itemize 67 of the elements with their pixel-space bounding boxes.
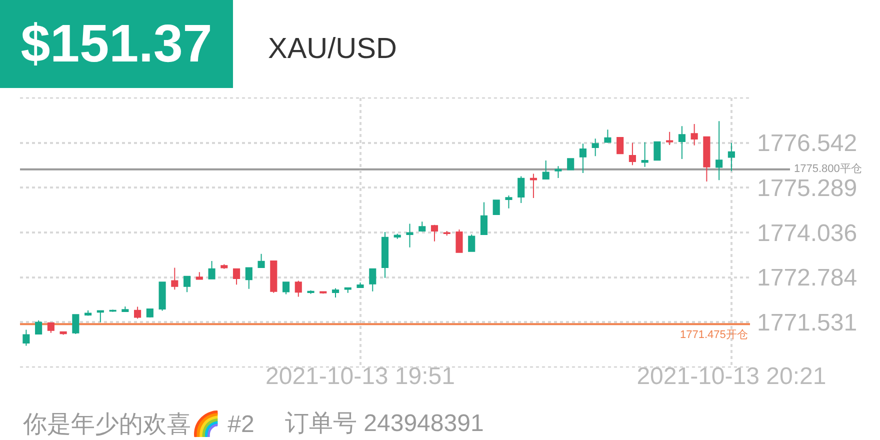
candlestick [394,233,401,240]
candlestick [604,129,612,144]
candlestick [716,120,723,181]
candlestick [406,223,414,248]
candlestick [678,126,686,160]
candlestick [628,142,636,166]
candlestick [282,282,290,295]
candlestick [654,141,661,161]
candlestick [72,314,80,335]
candlestick [344,286,352,294]
candlestick [443,230,450,236]
candlestick [456,229,463,253]
candlestick [47,322,54,334]
candlestick [307,290,314,294]
candlestick [258,253,265,268]
candlestick [134,306,142,320]
text: 你是年少的欢喜🌈 #2 [22,409,254,438]
candlestick [592,138,599,157]
candlestick [703,136,710,182]
candlestick [381,232,389,278]
candlestick [492,200,500,215]
text: 订单号 243948391 [285,410,484,437]
candlestick [196,272,203,280]
candlestick [579,143,586,174]
y-tick-label: 1774.036 [757,220,858,247]
text: $151.37 [20,14,212,74]
candlestick [480,202,488,236]
candlestick [294,280,302,298]
y-tick-label: 1772.784 [757,264,858,292]
candlestick [245,267,252,290]
ref-line-label: 1775.800平仓 [794,163,862,175]
candlestick [418,221,426,232]
candlestick [146,308,154,318]
candlestick [567,158,574,170]
chart-title: XAU/USD [268,33,397,66]
x-tick-label: 2021-10-13 19:51 [266,363,455,390]
candlestick [518,176,525,204]
candlestick [369,268,376,292]
candlestick [35,320,42,335]
candlestick [122,306,129,312]
candlestick [332,288,340,298]
candlestick [430,224,438,242]
y-tick-label: 1771.531 [757,310,858,337]
candlestick [208,260,216,280]
candlestick [184,276,191,293]
y-tick-label: 1775.289 [757,175,858,202]
candlestick [158,282,166,312]
candlestick [616,137,624,154]
candlestick [22,329,30,346]
candlestick [356,282,364,288]
candlestick [505,195,512,209]
ref-line-label: 1771.475开仓 [680,329,748,341]
candlestick [728,142,735,172]
candlestick [530,173,538,199]
candlestick [96,310,104,323]
candlestick [666,131,674,146]
candlestick [542,160,550,180]
candlestick [171,267,178,290]
candlestick [468,234,476,252]
candlestick [554,166,562,178]
x-tick-label: 2021-10-13 20:21 [636,363,826,390]
y-tick-label: 1776.542 [757,130,858,158]
candlestick [270,260,278,294]
candlestick [220,264,228,270]
candlestick [232,268,240,286]
candlestick [641,142,648,168]
candlestick [690,123,698,146]
